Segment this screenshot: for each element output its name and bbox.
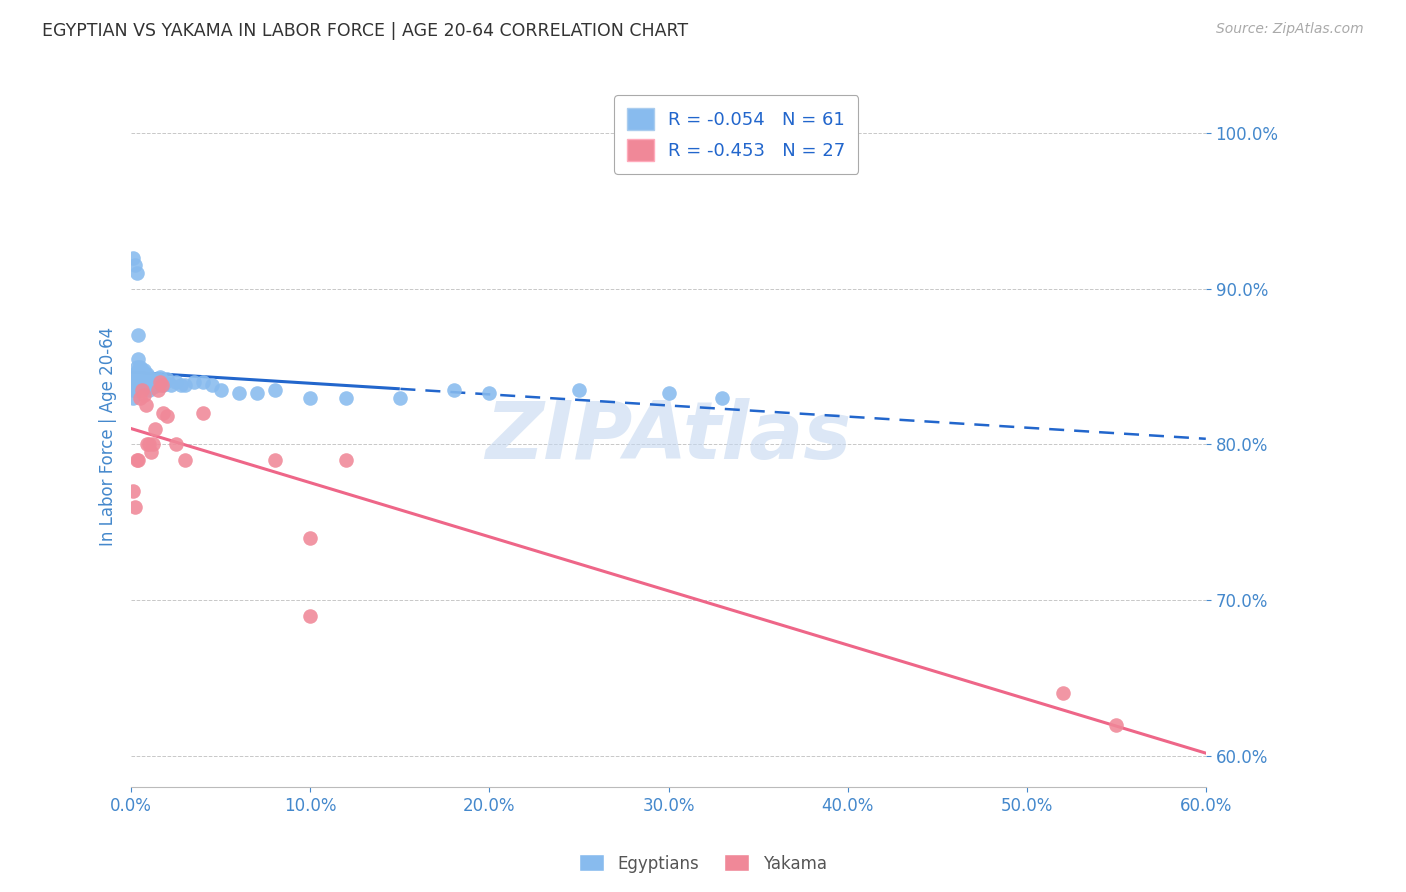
Point xyxy=(170,378,193,392)
Point xyxy=(191,406,214,420)
Point xyxy=(209,383,232,397)
Point xyxy=(136,368,159,382)
Point xyxy=(152,406,174,420)
Point xyxy=(263,453,285,467)
Point xyxy=(135,378,157,392)
Point xyxy=(146,372,169,386)
Point xyxy=(478,386,501,401)
Y-axis label: In Labor Force | Age 20-64: In Labor Force | Age 20-64 xyxy=(100,327,117,546)
Point xyxy=(335,391,357,405)
Point xyxy=(122,383,145,397)
Point xyxy=(145,378,167,392)
Point xyxy=(138,375,160,389)
Point xyxy=(142,380,165,394)
Legend: R = -0.054   N = 61, R = -0.453   N = 27: R = -0.054 N = 61, R = -0.453 N = 27 xyxy=(614,95,858,174)
Point xyxy=(263,383,285,397)
Point xyxy=(1052,686,1074,700)
Point xyxy=(125,375,148,389)
Point xyxy=(142,437,165,451)
Point xyxy=(143,422,166,436)
Point xyxy=(122,251,145,265)
Legend: Egyptians, Yakama: Egyptians, Yakama xyxy=(572,847,834,880)
Point xyxy=(142,372,165,386)
Point xyxy=(159,378,181,392)
Point xyxy=(129,370,152,384)
Point xyxy=(174,453,197,467)
Point xyxy=(299,391,322,405)
Point xyxy=(150,375,173,389)
Point xyxy=(246,386,269,401)
Point xyxy=(136,375,159,389)
Point xyxy=(135,372,157,386)
Point xyxy=(136,437,159,451)
Point xyxy=(711,391,734,405)
Point xyxy=(124,383,146,397)
Point xyxy=(139,445,162,459)
Point xyxy=(129,359,152,374)
Point xyxy=(201,378,224,392)
Point xyxy=(149,375,172,389)
Point xyxy=(155,375,177,389)
Point xyxy=(1105,717,1128,731)
Point xyxy=(138,370,160,384)
Point xyxy=(135,399,157,413)
Point xyxy=(125,368,148,382)
Point xyxy=(146,383,169,397)
Point xyxy=(124,500,146,514)
Point xyxy=(150,378,173,392)
Point xyxy=(568,383,591,397)
Point xyxy=(122,375,145,389)
Point xyxy=(156,409,179,424)
Point xyxy=(139,378,162,392)
Point xyxy=(127,453,149,467)
Point xyxy=(131,383,153,397)
Text: ZIPAtlas: ZIPAtlas xyxy=(485,398,852,475)
Point xyxy=(132,370,155,384)
Point xyxy=(127,328,149,343)
Point xyxy=(139,375,162,389)
Point xyxy=(131,362,153,376)
Point xyxy=(138,383,160,397)
Point xyxy=(138,437,160,451)
Point xyxy=(129,378,152,392)
Point xyxy=(127,351,149,366)
Point xyxy=(127,362,149,376)
Point xyxy=(146,378,169,392)
Point xyxy=(165,375,187,389)
Point xyxy=(443,383,465,397)
Point xyxy=(122,391,145,405)
Point xyxy=(388,391,411,405)
Point xyxy=(149,370,172,384)
Point xyxy=(174,378,197,392)
Point xyxy=(183,375,205,389)
Point xyxy=(657,386,679,401)
Point xyxy=(191,375,214,389)
Point xyxy=(125,266,148,280)
Point xyxy=(299,608,322,623)
Point xyxy=(131,372,153,386)
Point xyxy=(143,375,166,389)
Point xyxy=(132,362,155,376)
Point xyxy=(125,453,148,467)
Point xyxy=(152,378,174,392)
Point xyxy=(124,259,146,273)
Point xyxy=(165,437,187,451)
Point xyxy=(228,386,250,401)
Point xyxy=(129,391,152,405)
Text: Source: ZipAtlas.com: Source: ZipAtlas.com xyxy=(1216,22,1364,37)
Point xyxy=(125,359,148,374)
Point xyxy=(156,372,179,386)
Point xyxy=(124,368,146,382)
Point xyxy=(335,453,357,467)
Point xyxy=(299,531,322,545)
Text: EGYPTIAN VS YAKAMA IN LABOR FORCE | AGE 20-64 CORRELATION CHART: EGYPTIAN VS YAKAMA IN LABOR FORCE | AGE … xyxy=(42,22,689,40)
Point xyxy=(122,484,145,499)
Point xyxy=(124,375,146,389)
Point xyxy=(132,387,155,401)
